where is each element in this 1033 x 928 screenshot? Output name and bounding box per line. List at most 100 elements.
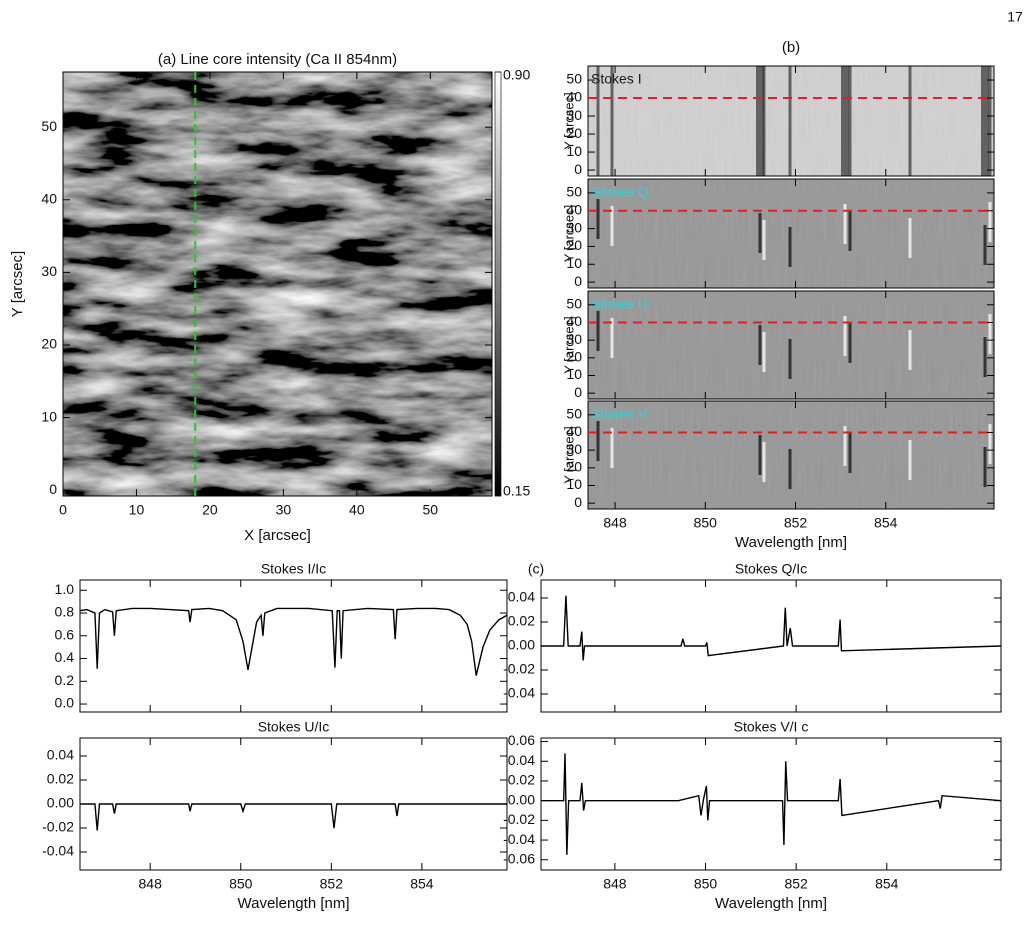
spectral-line: [908, 66, 912, 176]
chart-title: Stokes Q/Ic: [735, 561, 807, 577]
y-tick-label: -0.04: [503, 831, 535, 847]
plot-frame: [62, 71, 493, 497]
spectral-signal: [848, 211, 852, 251]
y-tick-label: 0: [574, 273, 582, 289]
y-tick-label: 10: [566, 476, 582, 492]
spectral-signal: [988, 314, 992, 354]
spectral-line: [841, 66, 849, 176]
y-tick-label: 50: [566, 71, 582, 87]
spectral-signal: [596, 311, 600, 351]
spectrum-line: [79, 607, 508, 676]
page-number: 17: [1007, 9, 1023, 25]
y-tick-label: 0.4: [55, 649, 75, 665]
spectral-signal: [908, 330, 912, 370]
panel-label: Stokes I: [591, 71, 642, 87]
x-tick-label: 30: [276, 502, 292, 518]
plot-frame: [587, 178, 995, 289]
x-axis-label: X [arcsec]: [244, 527, 311, 544]
y-tick-label: 50: [566, 184, 582, 200]
x-tick-label: 40: [349, 502, 365, 518]
y-tick-label: 0: [574, 384, 582, 400]
x-tick-label: 848: [139, 876, 163, 892]
plot-frame: [540, 737, 1002, 871]
y-tick-label: 30: [566, 107, 582, 123]
y-tick-label: 0.02: [508, 613, 535, 629]
y-tick-label: 0.02: [47, 771, 74, 787]
spectral-line: [788, 66, 792, 176]
y-tick-label: 10: [566, 143, 582, 159]
y-tick-label: 0.0: [55, 695, 75, 711]
colorbar-tick-label: 0.15: [503, 483, 530, 499]
x-tick-label: 852: [320, 876, 344, 892]
spectral-signal: [610, 206, 614, 246]
y-tick-label: 40: [566, 423, 582, 439]
y-tick-label: 0.00: [508, 791, 535, 807]
y-tick-label: -0.02: [503, 661, 535, 677]
panel-label: Stokes U: [591, 296, 648, 312]
spectrum-line: [80, 803, 507, 831]
spectral-line: [756, 66, 764, 176]
x-tick-label: 852: [784, 876, 808, 892]
x-tick-label: 854: [874, 515, 898, 531]
panel-label: Stokes V: [591, 406, 648, 422]
spectral-signal: [988, 202, 992, 242]
y-tick-label: 0.00: [47, 795, 74, 811]
y-tick-label: 0.02: [508, 772, 535, 788]
y-tick-label: 50: [566, 295, 582, 311]
chart-title: Stokes V/I c: [734, 719, 809, 735]
spectral-signal: [843, 426, 847, 466]
x-tick-label: 0: [59, 502, 67, 518]
y-tick-label: -0.02: [42, 819, 74, 835]
intensity-map: [63, 72, 492, 496]
y-tick-label: -0.04: [42, 843, 74, 859]
spectral-signal: [848, 323, 852, 363]
spectral-line: [848, 66, 852, 176]
spectral-line: [610, 66, 614, 176]
spectral-line: [762, 66, 766, 176]
y-tick-label: 40: [566, 201, 582, 217]
x-tick-label: 852: [784, 515, 808, 531]
y-tick-label: 0: [574, 494, 582, 510]
spectrum-line: [541, 595, 1002, 661]
y-tick-label: -0.04: [503, 685, 535, 701]
spectral-line: [988, 66, 992, 176]
spectral-line: [981, 66, 989, 176]
spectrum-line: [541, 753, 1002, 855]
spectral-signal: [983, 337, 987, 377]
x-tick-label: 850: [229, 876, 253, 892]
x-axis-label: Wavelength [nm]: [715, 895, 827, 912]
panel-label: (c): [528, 561, 544, 577]
y-tick-label: 20: [41, 336, 57, 352]
spectral-signal: [788, 339, 792, 379]
x-tick-label: 20: [202, 502, 218, 518]
spectral-signal: [843, 316, 847, 356]
x-tick-label: 854: [410, 876, 434, 892]
y-tick-label: 0.6: [55, 626, 75, 642]
chart-title: Stokes I/Ic: [261, 561, 326, 577]
y-tick-label: 50: [566, 405, 582, 421]
y-tick-label: -0.06: [503, 850, 535, 866]
y-tick-label: 0.00: [508, 637, 535, 653]
y-tick-label: 20: [566, 237, 582, 253]
y-axis-label: Y [arcsec]: [9, 251, 26, 317]
y-tick-label: 0: [574, 161, 582, 177]
y-tick-label: 10: [566, 255, 582, 271]
y-tick-label: 0.8: [55, 604, 75, 620]
colorbar-tick-label: 0.90: [503, 67, 530, 83]
y-tick-label: 0.04: [508, 752, 535, 768]
plot-frame: [587, 400, 995, 510]
spectral-signal: [988, 424, 992, 464]
y-tick-label: -0.02: [503, 811, 535, 827]
y-tick-label: 20: [566, 349, 582, 365]
spectral-signal: [610, 318, 614, 358]
spectral-line: [596, 66, 600, 176]
y-tick-label: 1.0: [55, 581, 75, 597]
y-axis-label: Y [arcsec]: [561, 205, 576, 263]
x-tick-label: 850: [694, 515, 718, 531]
y-axis-label: Y [arcsec]: [561, 92, 576, 150]
spectral-signal: [762, 442, 766, 482]
x-axis-label: Wavelength [nm]: [735, 534, 847, 551]
spectral-signal: [788, 227, 792, 267]
